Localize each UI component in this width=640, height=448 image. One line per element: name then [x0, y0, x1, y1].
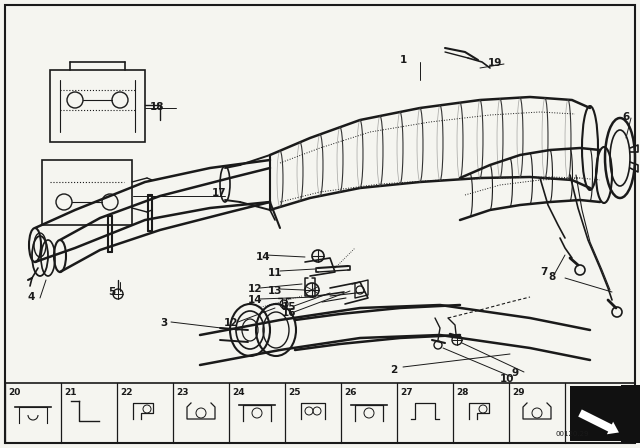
Text: 00120.29: 00120.29 [555, 431, 589, 437]
Text: 6: 6 [622, 112, 629, 122]
Text: 22: 22 [120, 388, 132, 397]
Text: 17: 17 [212, 188, 227, 198]
Text: 15: 15 [282, 302, 296, 312]
Text: 11: 11 [268, 268, 282, 278]
Text: 3: 3 [160, 318, 167, 328]
Text: 28: 28 [456, 388, 468, 397]
Text: 10: 10 [500, 374, 515, 384]
Text: 16: 16 [282, 308, 296, 318]
Bar [621, 385, 640, 443]
Text: 1: 1 [400, 55, 407, 65]
Text: 29: 29 [512, 388, 525, 397]
Text: 24: 24 [232, 388, 244, 397]
Text: 18: 18 [150, 102, 164, 112]
Bar [570, 386, 630, 441]
Text: 23: 23 [176, 388, 189, 397]
Text: 5: 5 [108, 287, 115, 297]
FancyArrow shape [578, 409, 619, 434]
Bar [50, 70, 145, 142]
Text: 21: 21 [64, 388, 77, 397]
Text: 12: 12 [248, 284, 262, 294]
Text: 25: 25 [288, 388, 301, 397]
Text: 14: 14 [248, 295, 262, 305]
Text: 19: 19 [488, 58, 502, 68]
Text: 9: 9 [512, 368, 519, 378]
Bar [42, 160, 132, 225]
Text: 4: 4 [28, 292, 35, 302]
Text: 27: 27 [400, 388, 413, 397]
Text: 20: 20 [8, 388, 20, 397]
Text: 7: 7 [540, 267, 547, 277]
Text: 12: 12 [224, 318, 239, 328]
Text: 2: 2 [390, 365, 397, 375]
Text: 14: 14 [256, 252, 271, 262]
Text: 26: 26 [344, 388, 356, 397]
Text: 13: 13 [268, 286, 282, 296]
Text: 8: 8 [548, 272, 556, 282]
